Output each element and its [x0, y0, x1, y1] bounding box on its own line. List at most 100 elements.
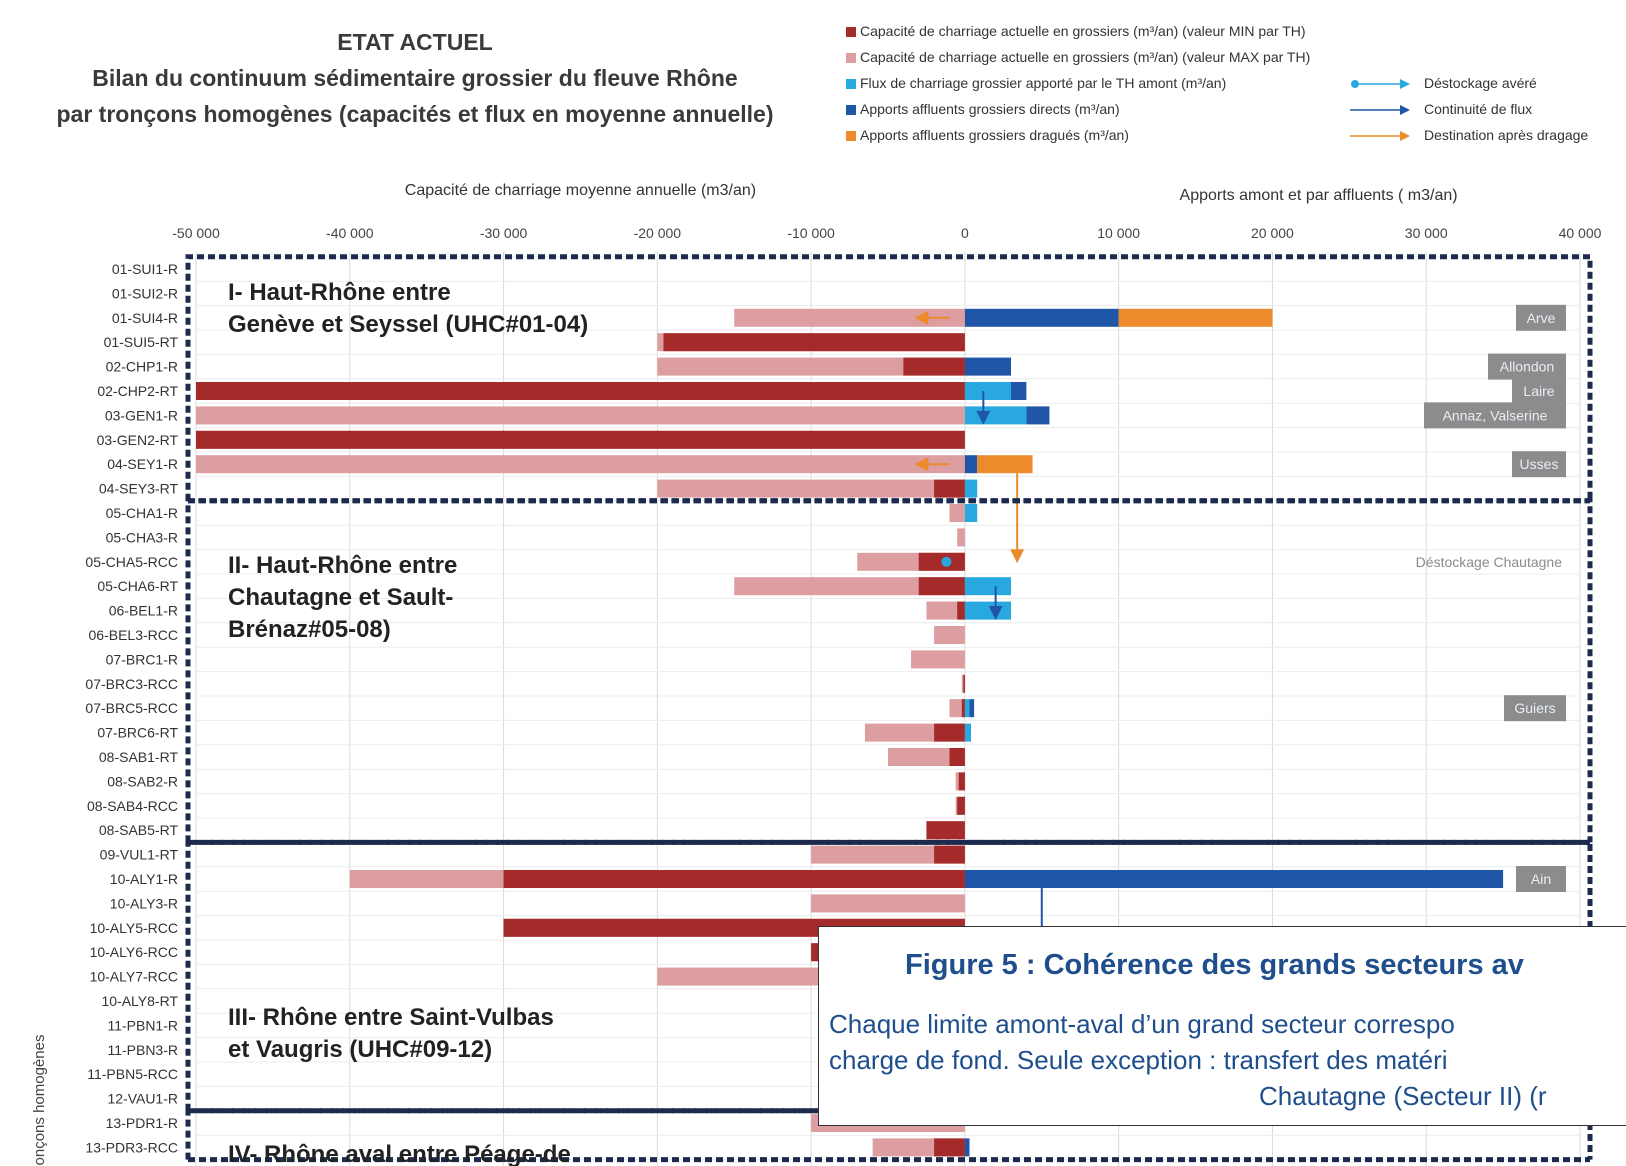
- legend-swatch: [846, 105, 856, 115]
- legend-swatch: [846, 27, 856, 37]
- bar-upstream-flux: [964, 577, 1012, 596]
- bar-direct-tributary: [964, 870, 1504, 888]
- category-label: 02-CHP1-R: [106, 359, 178, 375]
- category-label: 07-BRC5-RCC: [85, 700, 178, 716]
- x-axis-title-left: Capacité de charriage moyenne annuelle (…: [405, 182, 756, 199]
- sector-label: IV- Rhône aval entre Péage-de: [228, 1141, 571, 1166]
- axis-labels: -50 000 -40 000 -30 000 -20 000 -10 000 0 10 0…: [31, 182, 1602, 1165]
- bar-min-capacity: [958, 772, 965, 791]
- bar-min-capacity: [903, 357, 965, 376]
- destockage-arrow-icon: [1351, 79, 1410, 90]
- chart-title-line-1: Bilan du continuum sédimentaire grossier…: [92, 65, 738, 91]
- sector-label: II- Haut-Rhône entre: [228, 552, 457, 579]
- bar-max-capacity: [811, 845, 965, 864]
- bar-min-capacity: [934, 1138, 965, 1157]
- chart-title: ETAT ACTUEL Bilan du continuum sédimenta…: [0, 24, 830, 132]
- legend-item-destination: Destination après dragage: [1348, 126, 1588, 144]
- bar-min-capacity: [957, 601, 965, 620]
- category-label: 10-ALY8-RT: [101, 993, 178, 1009]
- bar-upstream-flux: [964, 406, 1027, 425]
- legend-label: Déstockage avéré: [1424, 75, 1537, 91]
- bar-direct-tributary: [1011, 382, 1027, 400]
- category-label: 08-SAB5-RT: [99, 822, 179, 838]
- bar-min-capacity: [961, 699, 965, 718]
- bar-direct-tributary: [964, 308, 1119, 327]
- bar-max-capacity: [934, 626, 965, 644]
- sector-label: I- Haut-Rhône entre: [228, 279, 451, 306]
- tributary-label: Usses: [1520, 456, 1559, 472]
- bar-max-capacity: [196, 406, 965, 425]
- bar-max-capacity: [949, 504, 965, 522]
- category-label: 07-BRC6-RT: [97, 725, 178, 741]
- category-label: 09-VUL1-RT: [100, 847, 179, 863]
- bar-direct-tributary: [964, 357, 1012, 376]
- category-label: 04-SEY3-RT: [99, 481, 179, 497]
- category-label: 13-PDR1-R: [106, 1115, 178, 1131]
- category-label: 10-ALY3-R: [110, 895, 178, 911]
- sector-box: [185, 254, 1593, 501]
- bar-max-capacity: [734, 308, 965, 327]
- tributary-label-box: [1512, 378, 1566, 404]
- category-label: 03-GEN2-RT: [97, 432, 179, 448]
- bar-direct-tributary: [969, 699, 975, 718]
- bar-max-capacity: [957, 528, 965, 547]
- sector-label: III- Rhône entre Saint-Vulbas: [228, 1004, 554, 1031]
- category-label: 02-CHP2-RT: [97, 383, 178, 399]
- category-label: 07-BRC1-R: [106, 651, 178, 667]
- tributary-label-box: [1424, 402, 1566, 429]
- category-label: 13-PDR3-RCC: [85, 1139, 178, 1155]
- category-label: 07-BRC3-RCC: [85, 676, 178, 692]
- figure-caption-line: Chautagne (Secteur II) (r: [1259, 1081, 1547, 1111]
- sector-label: et Vaugris (UHC#09-12): [228, 1036, 492, 1063]
- tributary-label: Annaz, Valserine: [1443, 407, 1548, 423]
- bar-direct-tributary: [964, 1138, 970, 1157]
- bar-min-capacity: [926, 821, 965, 840]
- legend-item-min-capacity: Capacité de charriage actuelle en grossi…: [846, 22, 1306, 40]
- y-axis-title: onçons homogènes: [31, 1035, 48, 1166]
- bar-upstream-flux: [964, 382, 1012, 400]
- category-label: 05-CHA6-RT: [97, 578, 178, 594]
- tributary-label-box: [1516, 304, 1566, 331]
- category-label: 01-SUI5-RT: [104, 334, 179, 350]
- bar-upstream-flux: [964, 479, 978, 498]
- legend-item-dredged-tributary: Apports affluents grossiers dragués (m³/…: [846, 126, 1129, 144]
- legend-item-destockage: Déstockage avéré: [1348, 74, 1537, 92]
- sector-label: Genève et Seyssel (UHC#01-04): [228, 311, 588, 338]
- bar-upstream-flux: [964, 504, 978, 522]
- category-label: 01-SUI1-R: [112, 261, 178, 277]
- category-label: 10-ALY1-R: [110, 871, 178, 887]
- legend-label: Capacité de charriage actuelle en grossi…: [860, 23, 1306, 39]
- category-label: 10-ALY6-RCC: [90, 944, 178, 960]
- bar-min-capacity: [663, 333, 965, 352]
- legend-swatch: [846, 131, 856, 141]
- destockage-marker: [941, 556, 952, 567]
- x-tick-label: -20 000: [634, 225, 682, 241]
- bar-min-capacity: [196, 430, 965, 449]
- bar-max-capacity: [734, 577, 965, 596]
- bar-min-capacity: [918, 577, 965, 596]
- legend-label: Continuité de flux: [1424, 101, 1533, 117]
- tributary-label: Ain: [1531, 871, 1551, 887]
- bar-min-capacity: [949, 748, 965, 766]
- bar-min-capacity: [503, 870, 965, 888]
- tributary-label-box: [1516, 866, 1566, 892]
- bar-upstream-flux: [964, 699, 970, 718]
- category-label: 03-GEN1-R: [105, 407, 178, 423]
- continuity-arrow-icon: [1350, 105, 1410, 116]
- bar-upstream-flux: [964, 723, 972, 742]
- legend-label: Apports affluents grossiers directs (m³/…: [860, 101, 1120, 117]
- bar-max-capacity: [657, 357, 965, 376]
- category-label: 05-CHA3-R: [106, 529, 178, 545]
- legend-swatch: [846, 53, 856, 63]
- x-axis-title-right: Apports amont et par affluents ( m3/an): [1180, 187, 1458, 204]
- category-label: 01-SUI2-R: [112, 285, 178, 301]
- bar-max-capacity: [811, 894, 965, 913]
- tributary-label: Laire: [1523, 383, 1554, 399]
- sector-label: Chautagne et Sault-: [228, 584, 453, 611]
- sector-box: [185, 498, 1593, 843]
- figure-caption-box: Figure 5 : Cohérence des grands secteurs…: [818, 926, 1626, 1126]
- tributary-label: Arve: [1527, 310, 1556, 326]
- bar-min-capacity: [196, 382, 965, 400]
- x-tick-label: 0: [961, 225, 969, 241]
- bar-dredged-tributary: [977, 455, 1033, 474]
